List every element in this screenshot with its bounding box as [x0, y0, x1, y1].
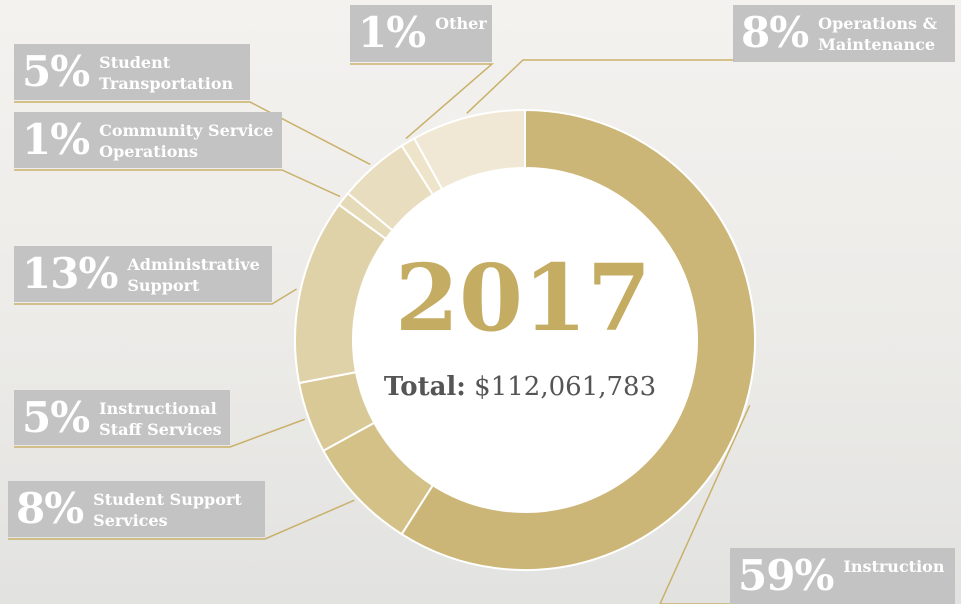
slice-percent: 5%	[22, 47, 90, 96]
slice-percent: 1%	[358, 8, 426, 57]
slice-label: 1% Community Service Operations	[14, 112, 282, 168]
slice-percent: 5%	[22, 393, 90, 442]
slice-name: Student Transportation	[99, 53, 234, 93]
total-value: $112,061,783	[474, 372, 656, 402]
leader-line	[14, 101, 371, 166]
leader-line	[350, 63, 495, 140]
slice-percent: 13%	[22, 249, 118, 298]
slice-label: 5% Instructional Staff Services	[14, 390, 230, 445]
slice-label: 8% Student Support Services	[8, 481, 265, 537]
donut-hole	[353, 168, 697, 512]
slice-name: Operations & Maintenance	[818, 14, 938, 54]
leader-line	[466, 59, 733, 114]
slice-label: 13% Administrative Support	[14, 246, 272, 302]
slice-percent: 8%	[16, 484, 84, 533]
slice-name: Instruction	[843, 557, 945, 576]
slice-percent: 1%	[22, 115, 90, 164]
slice-name: Student Support Services	[93, 490, 242, 530]
slice-name: Administrative Support	[127, 255, 260, 295]
leader-line	[14, 418, 306, 448]
chart-title: 2017	[395, 244, 651, 352]
slice-name: Other	[435, 14, 487, 33]
slice-percent: 8%	[741, 8, 809, 57]
slice-name: Community Service Operations	[99, 121, 274, 161]
slice-name: Instructional Staff Services	[99, 399, 222, 439]
leader-line	[14, 169, 341, 198]
total-label: Total:	[384, 372, 466, 402]
total: Total: $112,061,783	[384, 372, 656, 402]
leader-line	[14, 288, 298, 305]
slice-label: 59% Instruction	[730, 548, 955, 604]
leader-line	[8, 499, 355, 540]
slice-percent: 59%	[738, 551, 834, 600]
leader-line	[659, 404, 955, 604]
slice-label: 5% Student Transportation	[14, 44, 250, 100]
slice-label: 1% Other	[350, 5, 492, 62]
slice-label: 8% Operations & Maintenance	[733, 5, 955, 62]
